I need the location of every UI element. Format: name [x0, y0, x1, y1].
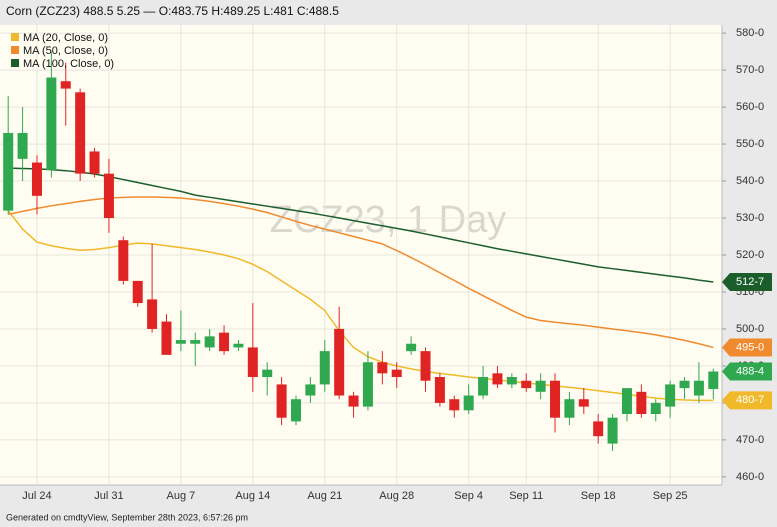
legend-label: MA (50, Close, 0)	[23, 45, 108, 57]
y-tick-label: 470-0	[736, 434, 764, 446]
y-tick-label: 530-0	[736, 212, 764, 224]
candle-body	[391, 369, 402, 378]
price-tag-label: 488-4	[736, 365, 764, 377]
price-tag-label: 480-7	[736, 394, 764, 406]
candle-body	[535, 380, 546, 392]
candle-body	[247, 347, 258, 378]
candle-body	[679, 380, 690, 389]
legend-swatch	[11, 46, 19, 54]
candle-body	[377, 362, 388, 374]
candle-body	[132, 280, 143, 304]
candle-body	[60, 81, 71, 89]
candle-body	[46, 77, 57, 170]
x-tick-label: Sep 18	[581, 490, 616, 502]
candle-body	[348, 395, 359, 407]
ma-line	[8, 167, 714, 283]
candle-body	[3, 132, 14, 211]
candle-body	[233, 343, 244, 348]
x-tick-label: Jul 24	[22, 490, 51, 502]
price-tag	[722, 338, 772, 357]
candle-body	[607, 417, 618, 444]
price-tag	[722, 362, 772, 381]
candle-body	[564, 399, 575, 418]
candle-body	[262, 369, 273, 378]
x-tick-label: Aug 14	[235, 490, 270, 502]
candle-body	[492, 373, 503, 385]
x-tick-label: Jul 31	[94, 490, 123, 502]
candle-body	[693, 380, 704, 396]
y-tick-label: 460-0	[736, 471, 764, 483]
ma-line	[8, 196, 714, 349]
price-tag	[722, 272, 772, 291]
x-tick-label: Aug 7	[167, 490, 196, 502]
candle-body	[578, 399, 589, 407]
candle-body	[291, 399, 301, 422]
watermark: ZCZ23, 1 Day	[270, 199, 507, 241]
candle-body	[334, 328, 345, 396]
candle-body	[175, 340, 186, 344]
candle-body	[147, 299, 158, 329]
legend-label: MA (20, Close, 0)	[23, 32, 108, 44]
x-tick-label: Aug 21	[307, 490, 342, 502]
y-tick-label: 500-0	[736, 323, 764, 335]
candle-body	[434, 377, 445, 403]
candle-body	[665, 384, 676, 407]
candle-body	[204, 336, 215, 348]
legend-swatch	[11, 33, 19, 41]
candle-body	[406, 343, 417, 352]
candle-body	[305, 384, 316, 396]
candle-body	[621, 388, 632, 415]
candle-body	[161, 321, 172, 355]
y-tick-label: 560-0	[736, 101, 764, 113]
price-tag-label: 512-7	[736, 276, 764, 288]
candle-body	[550, 380, 561, 418]
candle-body	[190, 340, 201, 344]
candle-body	[449, 399, 460, 411]
candle-body	[362, 362, 373, 407]
candle-body	[75, 92, 86, 174]
candle-body	[636, 391, 647, 415]
candle-body	[17, 132, 28, 159]
candle-body	[31, 162, 42, 196]
x-tick-label: Sep 11	[509, 490, 543, 502]
y-tick-label: 570-0	[736, 64, 764, 76]
candle-body	[506, 377, 517, 385]
candle-body	[593, 421, 604, 437]
candle-body	[650, 402, 661, 415]
y-tick-label: 540-0	[736, 175, 764, 187]
x-tick-label: Sep 25	[653, 490, 688, 502]
candle-body	[103, 173, 114, 219]
candle-body	[118, 240, 129, 281]
candle-body	[276, 384, 287, 418]
candle-body	[708, 371, 719, 390]
y-tick-label: 550-0	[736, 138, 764, 150]
x-tick-label: Sep 4	[454, 490, 483, 502]
price-tag	[722, 391, 772, 410]
candle-body	[478, 377, 489, 396]
candle-body	[219, 332, 230, 352]
price-tag-label: 495-0	[736, 341, 764, 353]
footer: Generated on cmdtyView, September 28th 2…	[6, 512, 248, 522]
x-tick-label: Aug 28	[379, 490, 414, 502]
candle-body	[89, 151, 100, 174]
candle-body	[463, 395, 474, 411]
candle-body	[319, 351, 330, 385]
chart-title: Corn (ZCZ23) 488.5 5.25 — O:483.75 H:489…	[6, 4, 339, 18]
legend-label: MA (100, Close, 0)	[23, 58, 114, 70]
candle-body	[420, 351, 431, 381]
y-tick-label: 580-0	[736, 27, 764, 39]
legend-swatch	[11, 59, 19, 67]
y-tick-label: 520-0	[736, 249, 764, 261]
candle-body	[521, 380, 532, 389]
